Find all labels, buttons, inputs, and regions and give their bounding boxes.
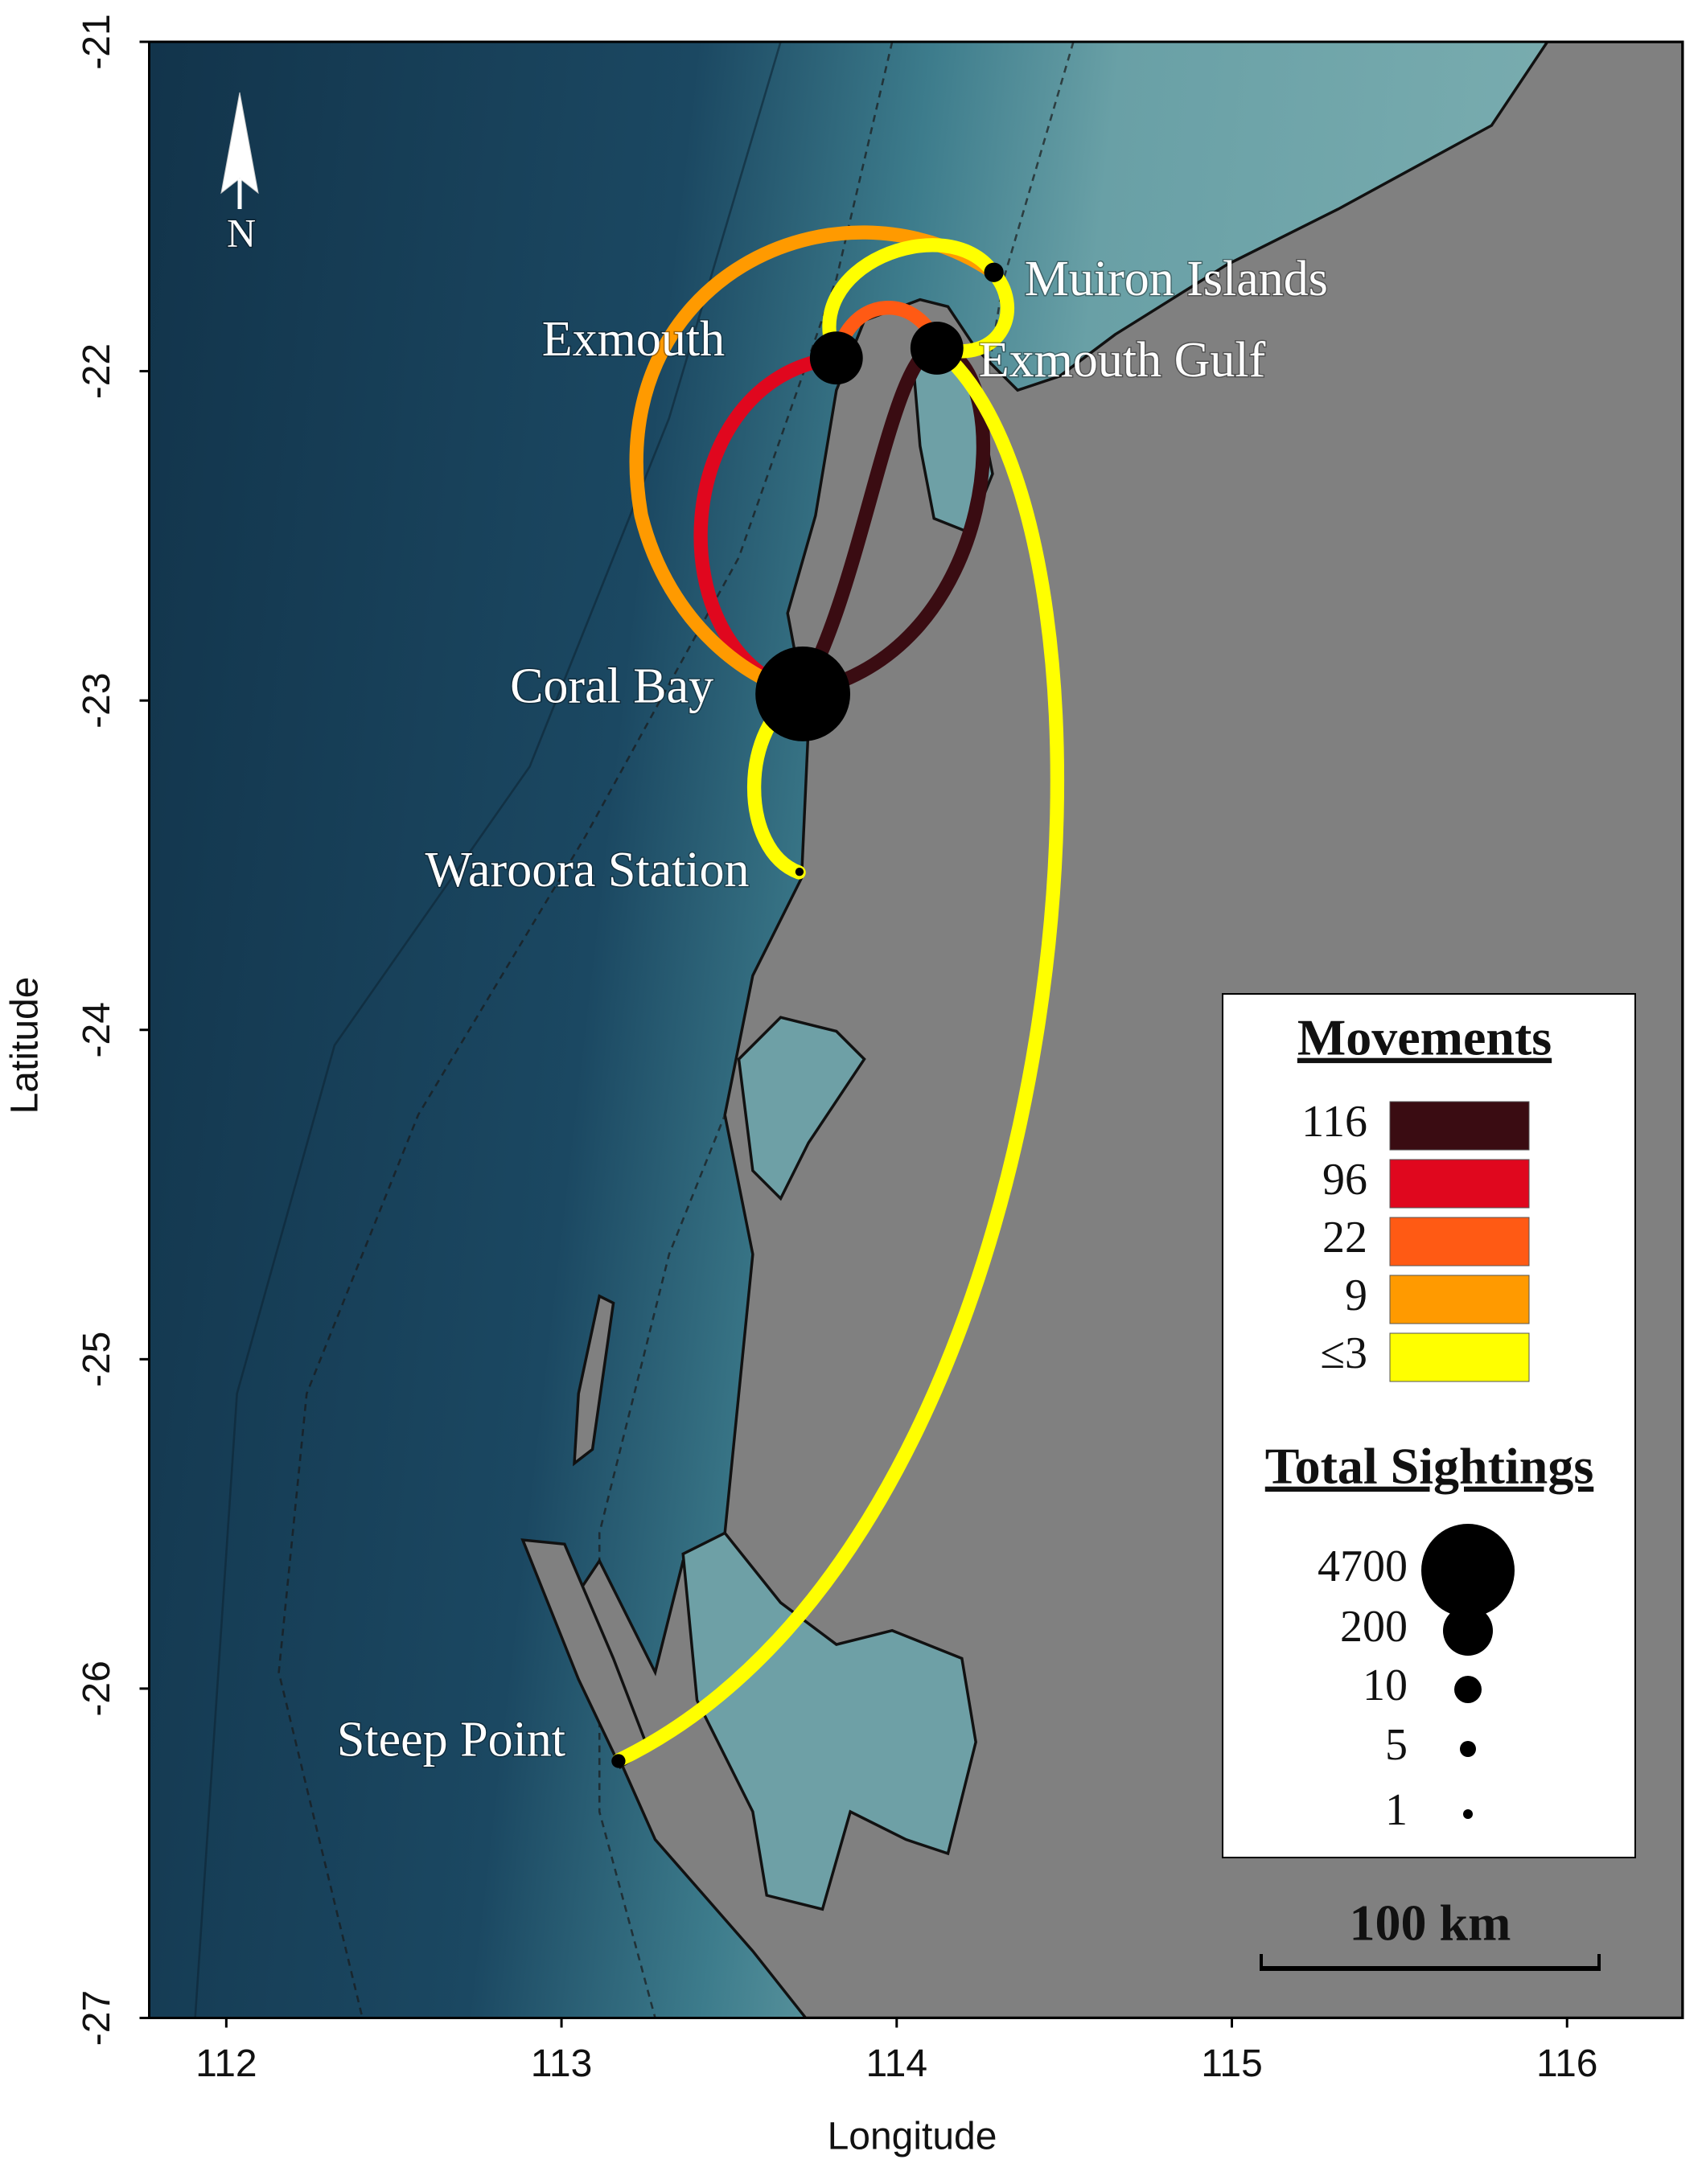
lake-water (737, 1016, 866, 1201)
legend-swatch (1389, 1217, 1530, 1266)
north-label: N (227, 210, 256, 255)
movement-arc (822, 238, 1000, 366)
legend-title: Total Sightings (1265, 1438, 1593, 1495)
bathymetry-contour (278, 41, 894, 2018)
site-marker (809, 331, 863, 385)
sites (611, 262, 1004, 1768)
legend-label: 116 (1301, 1097, 1367, 1147)
site-label: Coral Bay (510, 659, 713, 714)
y-tick-label: -23 (76, 672, 118, 728)
legend-swatch (1389, 1332, 1530, 1382)
y-tick-label: -27 (76, 1990, 118, 2046)
x-tick-label: 116 (1536, 2042, 1598, 2085)
legend-label: 5 (1385, 1720, 1408, 1770)
north-arrow: N (220, 92, 259, 257)
movement-arcs (611, 225, 1065, 1767)
legend-circle (1443, 1606, 1493, 1656)
site-marker (611, 1754, 626, 1768)
legend-swatch (1389, 1159, 1530, 1209)
x-tick-label: 115 (1201, 2042, 1263, 2085)
legend: Movements 116 96 22 9 ≤3 Total Sightings 4700 20… (1265, 1009, 1593, 1835)
y-tick-label: -24 (76, 1002, 118, 1057)
legend-label: 4700 (1318, 1542, 1408, 1591)
site-label: Exmouth (542, 312, 725, 367)
legend-label: 10 (1363, 1661, 1408, 1710)
x-axis-label: Longitude (828, 2116, 997, 2158)
legend-label: ≤3 (1320, 1328, 1367, 1378)
legend-label: 22 (1322, 1213, 1367, 1262)
x-tick-label: 114 (866, 2042, 928, 2085)
bathymetry-contour (194, 41, 782, 2018)
site-marker (910, 321, 964, 375)
legend-label: 9 (1345, 1271, 1367, 1320)
legend-circle (1421, 1524, 1515, 1617)
legend-title: Movements (1297, 1009, 1552, 1066)
site-label: Waroora Station (425, 843, 749, 897)
site-label: Muiron Islands (1025, 252, 1328, 306)
legend-swatch (1389, 1101, 1530, 1151)
y-axis-label: Latitude (4, 977, 47, 1115)
island (573, 1294, 615, 1467)
site-marker (984, 262, 1004, 282)
legend-circle (1460, 1741, 1476, 1757)
legend-label: 96 (1322, 1155, 1367, 1205)
scale-bar: 100 km (1260, 1895, 1601, 1971)
y-tick-label: -26 (76, 1661, 118, 1716)
legend-label: 200 (1340, 1602, 1408, 1652)
scale-bar-label: 100 km (1350, 1895, 1511, 1952)
legend-label: 1 (1385, 1785, 1408, 1835)
site-marker (755, 647, 851, 741)
legend-swatch (1389, 1275, 1530, 1324)
x-tick-label: 113 (531, 2042, 593, 2085)
legend-circle (1463, 1809, 1473, 1819)
site-label: Exmouth Gulf (979, 333, 1266, 388)
movement-arc (629, 225, 1000, 700)
movement-arc (611, 341, 1065, 1767)
legend-circle (1454, 1676, 1482, 1703)
site-marker (795, 867, 804, 876)
site-label: Steep Point (337, 1712, 565, 1767)
y-tick-label: -21 (76, 14, 118, 69)
y-tick-label: -22 (76, 343, 118, 399)
y-tick-label: -25 (76, 1332, 118, 1387)
x-tick-label: 112 (195, 2042, 257, 2085)
